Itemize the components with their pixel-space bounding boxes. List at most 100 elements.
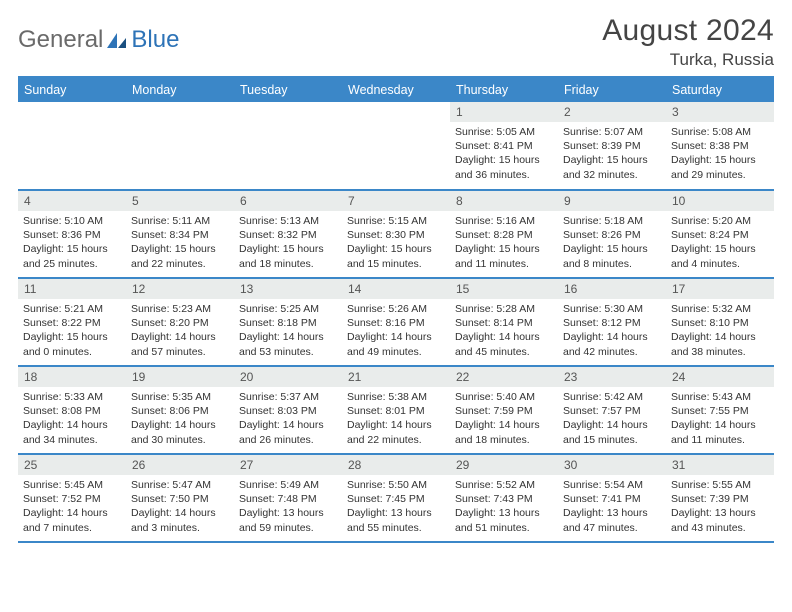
- calendar-day-cell: 30Sunrise: 5:54 AMSunset: 7:41 PMDayligh…: [558, 454, 666, 542]
- calendar-day-cell: 13Sunrise: 5:25 AMSunset: 8:18 PMDayligh…: [234, 278, 342, 366]
- weekday-header: Thursday: [450, 77, 558, 102]
- weekday-header: Saturday: [666, 77, 774, 102]
- day-details: Sunrise: 5:33 AMSunset: 8:08 PMDaylight:…: [18, 387, 126, 449]
- day-number: 27: [234, 455, 342, 475]
- day-number: 11: [18, 279, 126, 299]
- calendar-table: SundayMondayTuesdayWednesdayThursdayFrid…: [18, 76, 774, 543]
- calendar-week-row: ....1Sunrise: 5:05 AMSunset: 8:41 PMDayl…: [18, 102, 774, 190]
- day-details: Sunrise: 5:10 AMSunset: 8:36 PMDaylight:…: [18, 211, 126, 273]
- day-details: Sunrise: 5:21 AMSunset: 8:22 PMDaylight:…: [18, 299, 126, 361]
- day-number: 19: [126, 367, 234, 387]
- day-details: Sunrise: 5:16 AMSunset: 8:28 PMDaylight:…: [450, 211, 558, 273]
- day-details: Sunrise: 5:49 AMSunset: 7:48 PMDaylight:…: [234, 475, 342, 537]
- calendar-day-cell: .: [126, 102, 234, 190]
- day-number: 30: [558, 455, 666, 475]
- calendar-day-cell: 24Sunrise: 5:43 AMSunset: 7:55 PMDayligh…: [666, 366, 774, 454]
- day-details: Sunrise: 5:35 AMSunset: 8:06 PMDaylight:…: [126, 387, 234, 449]
- day-number: 17: [666, 279, 774, 299]
- header: General Blue August 2024 Turka, Russia: [18, 14, 774, 70]
- calendar-day-cell: 26Sunrise: 5:47 AMSunset: 7:50 PMDayligh…: [126, 454, 234, 542]
- day-details: Sunrise: 5:32 AMSunset: 8:10 PMDaylight:…: [666, 299, 774, 361]
- day-details: Sunrise: 5:50 AMSunset: 7:45 PMDaylight:…: [342, 475, 450, 537]
- weekday-header: Monday: [126, 77, 234, 102]
- calendar-day-cell: 10Sunrise: 5:20 AMSunset: 8:24 PMDayligh…: [666, 190, 774, 278]
- calendar-day-cell: 23Sunrise: 5:42 AMSunset: 7:57 PMDayligh…: [558, 366, 666, 454]
- calendar-body: ....1Sunrise: 5:05 AMSunset: 8:41 PMDayl…: [18, 102, 774, 542]
- day-details: Sunrise: 5:18 AMSunset: 8:26 PMDaylight:…: [558, 211, 666, 273]
- weekday-header: Sunday: [18, 77, 126, 102]
- calendar-week-row: 25Sunrise: 5:45 AMSunset: 7:52 PMDayligh…: [18, 454, 774, 542]
- sail-icon: [106, 31, 128, 49]
- day-number: 22: [450, 367, 558, 387]
- calendar-day-cell: 22Sunrise: 5:40 AMSunset: 7:59 PMDayligh…: [450, 366, 558, 454]
- day-details: Sunrise: 5:45 AMSunset: 7:52 PMDaylight:…: [18, 475, 126, 537]
- calendar-day-cell: 3Sunrise: 5:08 AMSunset: 8:38 PMDaylight…: [666, 102, 774, 190]
- calendar-day-cell: 20Sunrise: 5:37 AMSunset: 8:03 PMDayligh…: [234, 366, 342, 454]
- calendar-day-cell: 1Sunrise: 5:05 AMSunset: 8:41 PMDaylight…: [450, 102, 558, 190]
- day-number: 24: [666, 367, 774, 387]
- weekday-header: Friday: [558, 77, 666, 102]
- calendar-day-cell: 19Sunrise: 5:35 AMSunset: 8:06 PMDayligh…: [126, 366, 234, 454]
- calendar-header-row: SundayMondayTuesdayWednesdayThursdayFrid…: [18, 77, 774, 102]
- day-details: Sunrise: 5:15 AMSunset: 8:30 PMDaylight:…: [342, 211, 450, 273]
- day-number: 28: [342, 455, 450, 475]
- day-number: 4: [18, 191, 126, 211]
- day-number: 6: [234, 191, 342, 211]
- day-details: Sunrise: 5:25 AMSunset: 8:18 PMDaylight:…: [234, 299, 342, 361]
- logo-text-blue: Blue: [131, 26, 179, 54]
- day-details: Sunrise: 5:30 AMSunset: 8:12 PMDaylight:…: [558, 299, 666, 361]
- calendar-day-cell: 12Sunrise: 5:23 AMSunset: 8:20 PMDayligh…: [126, 278, 234, 366]
- day-number: 14: [342, 279, 450, 299]
- weekday-header: Tuesday: [234, 77, 342, 102]
- calendar-day-cell: 5Sunrise: 5:11 AMSunset: 8:34 PMDaylight…: [126, 190, 234, 278]
- day-details: Sunrise: 5:26 AMSunset: 8:16 PMDaylight:…: [342, 299, 450, 361]
- day-details: Sunrise: 5:08 AMSunset: 8:38 PMDaylight:…: [666, 122, 774, 184]
- day-number: 1: [450, 102, 558, 122]
- calendar-day-cell: 7Sunrise: 5:15 AMSunset: 8:30 PMDaylight…: [342, 190, 450, 278]
- month-title: August 2024: [602, 14, 774, 48]
- calendar-day-cell: 14Sunrise: 5:26 AMSunset: 8:16 PMDayligh…: [342, 278, 450, 366]
- calendar-day-cell: 15Sunrise: 5:28 AMSunset: 8:14 PMDayligh…: [450, 278, 558, 366]
- calendar-day-cell: 9Sunrise: 5:18 AMSunset: 8:26 PMDaylight…: [558, 190, 666, 278]
- calendar-day-cell: .: [18, 102, 126, 190]
- day-number: 21: [342, 367, 450, 387]
- day-number: 25: [18, 455, 126, 475]
- calendar-day-cell: .: [342, 102, 450, 190]
- calendar-day-cell: 4Sunrise: 5:10 AMSunset: 8:36 PMDaylight…: [18, 190, 126, 278]
- day-details: Sunrise: 5:43 AMSunset: 7:55 PMDaylight:…: [666, 387, 774, 449]
- day-details: Sunrise: 5:54 AMSunset: 7:41 PMDaylight:…: [558, 475, 666, 537]
- day-number: 3: [666, 102, 774, 122]
- day-number: 2: [558, 102, 666, 122]
- day-number: 29: [450, 455, 558, 475]
- calendar-week-row: 11Sunrise: 5:21 AMSunset: 8:22 PMDayligh…: [18, 278, 774, 366]
- calendar-day-cell: 16Sunrise: 5:30 AMSunset: 8:12 PMDayligh…: [558, 278, 666, 366]
- calendar-week-row: 18Sunrise: 5:33 AMSunset: 8:08 PMDayligh…: [18, 366, 774, 454]
- day-number: 23: [558, 367, 666, 387]
- day-details: Sunrise: 5:47 AMSunset: 7:50 PMDaylight:…: [126, 475, 234, 537]
- calendar-day-cell: 21Sunrise: 5:38 AMSunset: 8:01 PMDayligh…: [342, 366, 450, 454]
- calendar-day-cell: 25Sunrise: 5:45 AMSunset: 7:52 PMDayligh…: [18, 454, 126, 542]
- day-details: Sunrise: 5:38 AMSunset: 8:01 PMDaylight:…: [342, 387, 450, 449]
- calendar-day-cell: 27Sunrise: 5:49 AMSunset: 7:48 PMDayligh…: [234, 454, 342, 542]
- calendar-day-cell: 31Sunrise: 5:55 AMSunset: 7:39 PMDayligh…: [666, 454, 774, 542]
- day-details: Sunrise: 5:11 AMSunset: 8:34 PMDaylight:…: [126, 211, 234, 273]
- calendar-day-cell: 11Sunrise: 5:21 AMSunset: 8:22 PMDayligh…: [18, 278, 126, 366]
- day-details: Sunrise: 5:28 AMSunset: 8:14 PMDaylight:…: [450, 299, 558, 361]
- day-number: 18: [18, 367, 126, 387]
- day-details: Sunrise: 5:42 AMSunset: 7:57 PMDaylight:…: [558, 387, 666, 449]
- logo: General Blue: [18, 26, 179, 54]
- weekday-header: Wednesday: [342, 77, 450, 102]
- calendar-day-cell: 6Sunrise: 5:13 AMSunset: 8:32 PMDaylight…: [234, 190, 342, 278]
- day-number: 8: [450, 191, 558, 211]
- calendar-day-cell: 18Sunrise: 5:33 AMSunset: 8:08 PMDayligh…: [18, 366, 126, 454]
- day-details: Sunrise: 5:40 AMSunset: 7:59 PMDaylight:…: [450, 387, 558, 449]
- day-number: 15: [450, 279, 558, 299]
- day-details: Sunrise: 5:07 AMSunset: 8:39 PMDaylight:…: [558, 122, 666, 184]
- day-number: 31: [666, 455, 774, 475]
- day-details: Sunrise: 5:20 AMSunset: 8:24 PMDaylight:…: [666, 211, 774, 273]
- calendar-day-cell: 2Sunrise: 5:07 AMSunset: 8:39 PMDaylight…: [558, 102, 666, 190]
- logo-text-general: General: [18, 26, 103, 54]
- location: Turka, Russia: [602, 50, 774, 70]
- day-number: 10: [666, 191, 774, 211]
- day-details: Sunrise: 5:37 AMSunset: 8:03 PMDaylight:…: [234, 387, 342, 449]
